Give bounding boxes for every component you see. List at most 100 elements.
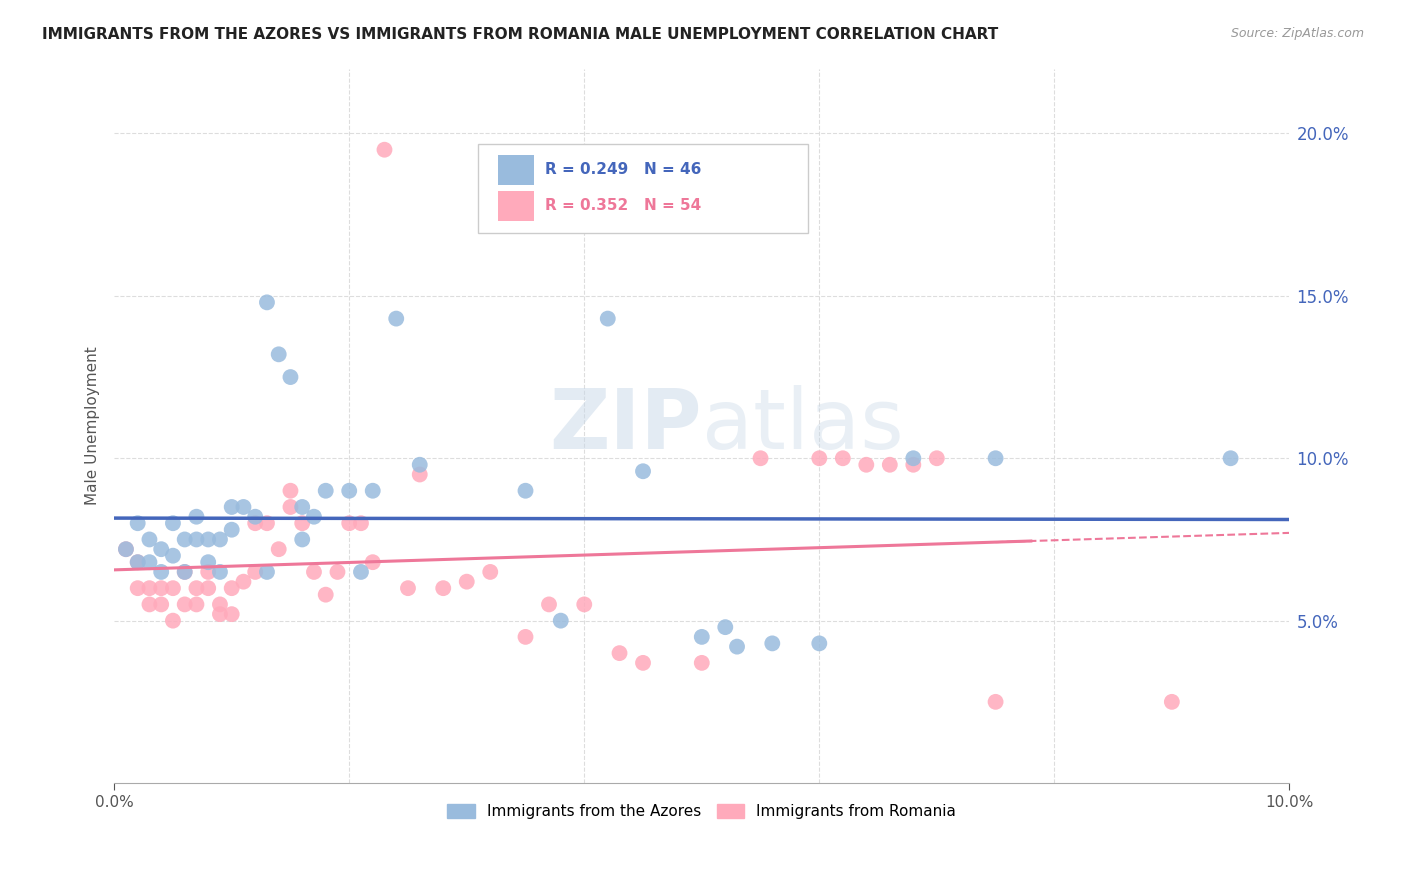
Point	[138, 581, 160, 595]
Point	[609, 646, 631, 660]
Point	[115, 542, 138, 557]
Point	[315, 588, 337, 602]
Point	[596, 311, 619, 326]
Point	[903, 451, 925, 466]
Point	[302, 509, 325, 524]
Point	[127, 555, 149, 569]
Point	[550, 614, 572, 628]
Point	[631, 656, 654, 670]
Point	[903, 458, 925, 472]
Point	[690, 656, 713, 670]
Point	[127, 581, 149, 595]
Point	[432, 581, 454, 595]
Point	[291, 533, 314, 547]
FancyBboxPatch shape	[478, 144, 807, 233]
Text: IMMIGRANTS FROM THE AZORES VS IMMIGRANTS FROM ROMANIA MALE UNEMPLOYMENT CORRELAT: IMMIGRANTS FROM THE AZORES VS IMMIGRANTS…	[42, 27, 998, 42]
Point	[162, 614, 184, 628]
Point	[162, 549, 184, 563]
Point	[984, 695, 1007, 709]
Point	[984, 451, 1007, 466]
Point	[361, 555, 384, 569]
Point	[808, 451, 831, 466]
Point	[337, 516, 360, 531]
Point	[256, 565, 278, 579]
Point	[256, 516, 278, 531]
Text: R = 0.249   N = 46: R = 0.249 N = 46	[546, 162, 702, 178]
Point	[245, 565, 267, 579]
Point	[267, 347, 290, 361]
Point	[879, 458, 901, 472]
Point	[373, 143, 395, 157]
FancyBboxPatch shape	[499, 155, 534, 185]
Point	[173, 598, 195, 612]
Point	[385, 311, 408, 326]
Y-axis label: Male Unemployment: Male Unemployment	[86, 346, 100, 505]
Point	[197, 555, 219, 569]
Point	[326, 565, 349, 579]
Point	[197, 565, 219, 579]
Point	[150, 542, 173, 557]
Point	[208, 533, 231, 547]
Point	[1219, 451, 1241, 466]
Point	[127, 555, 149, 569]
Point	[150, 565, 173, 579]
Point	[714, 620, 737, 634]
Point	[515, 630, 537, 644]
Legend: Immigrants from the Azores, Immigrants from Romania: Immigrants from the Azores, Immigrants f…	[441, 798, 962, 825]
Point	[256, 295, 278, 310]
Point	[138, 598, 160, 612]
Point	[725, 640, 748, 654]
Point	[291, 500, 314, 514]
Point	[173, 565, 195, 579]
Point	[761, 636, 783, 650]
Point	[831, 451, 853, 466]
Point	[197, 533, 219, 547]
Point	[186, 533, 208, 547]
Point	[337, 483, 360, 498]
Point	[808, 636, 831, 650]
Point	[280, 483, 302, 498]
Point	[173, 533, 195, 547]
Point	[396, 581, 419, 595]
Point	[186, 509, 208, 524]
Text: ZIP: ZIP	[550, 385, 702, 467]
Point	[186, 598, 208, 612]
Point	[138, 555, 160, 569]
Point	[267, 542, 290, 557]
Point	[291, 516, 314, 531]
Point	[150, 581, 173, 595]
Point	[690, 630, 713, 644]
Point	[173, 565, 195, 579]
Point	[361, 483, 384, 498]
Point	[280, 500, 302, 514]
Point	[280, 370, 302, 384]
Point	[221, 523, 243, 537]
Point	[162, 516, 184, 531]
Point	[221, 500, 243, 514]
Point	[221, 607, 243, 622]
Point	[925, 451, 948, 466]
Point	[162, 581, 184, 595]
Point	[221, 581, 243, 595]
Point	[515, 483, 537, 498]
Point	[409, 458, 432, 472]
Text: atlas: atlas	[702, 385, 904, 467]
Point	[537, 598, 560, 612]
Text: Source: ZipAtlas.com: Source: ZipAtlas.com	[1230, 27, 1364, 40]
Point	[208, 565, 231, 579]
Point	[350, 516, 373, 531]
Point	[350, 565, 373, 579]
Point	[409, 467, 432, 482]
Point	[631, 464, 654, 478]
Point	[315, 483, 337, 498]
Text: R = 0.352   N = 54: R = 0.352 N = 54	[546, 198, 702, 213]
Point	[127, 516, 149, 531]
Point	[197, 581, 219, 595]
Point	[302, 565, 325, 579]
Point	[208, 607, 231, 622]
Point	[232, 574, 254, 589]
Point	[479, 565, 502, 579]
FancyBboxPatch shape	[499, 191, 534, 220]
Point	[245, 509, 267, 524]
Point	[1160, 695, 1182, 709]
